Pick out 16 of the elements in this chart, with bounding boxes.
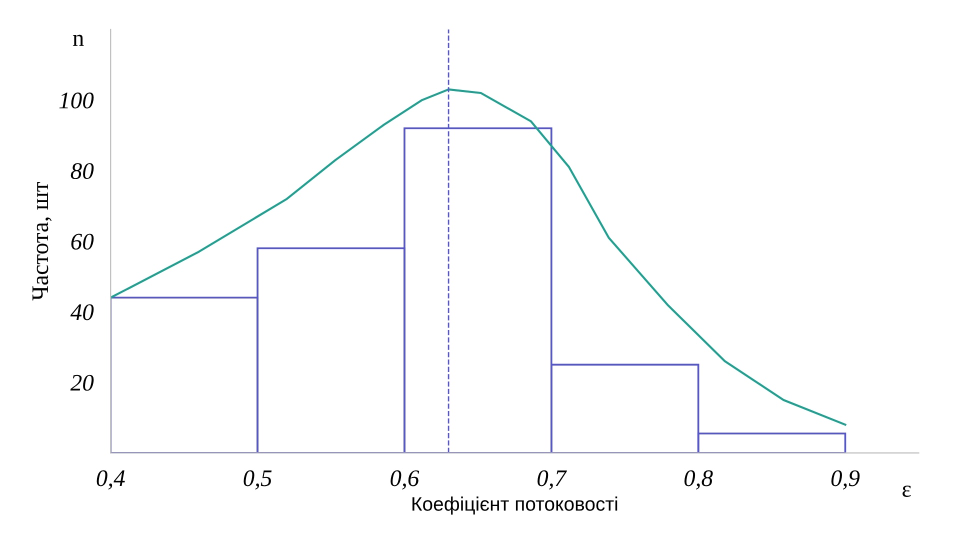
- x-tick-label: 0,6: [390, 470, 420, 490]
- x-axis-title: Коефіцієнт потоковості: [412, 496, 618, 515]
- x-tick-label: 0,5: [244, 470, 272, 490]
- x-tick-label: 0,9: [831, 470, 860, 490]
- text: n: [72, 34, 84, 46]
- y-tick-label: 20: [70, 374, 94, 391]
- y-axis-title: Частота, шт: [32, 182, 52, 301]
- y-tick-label: 40: [70, 304, 94, 320]
- y-tick-label: 80: [70, 163, 94, 180]
- x-tick-label: 0,7: [538, 470, 567, 490]
- line-series: [110, 88, 846, 426]
- y-tick-label: 100: [59, 92, 94, 108]
- y-tick-label: 60: [71, 234, 94, 250]
- x-tick-label: 0,8: [684, 470, 713, 490]
- x-tick-label: 0,4: [96, 470, 125, 490]
- text: ε: [902, 486, 911, 497]
